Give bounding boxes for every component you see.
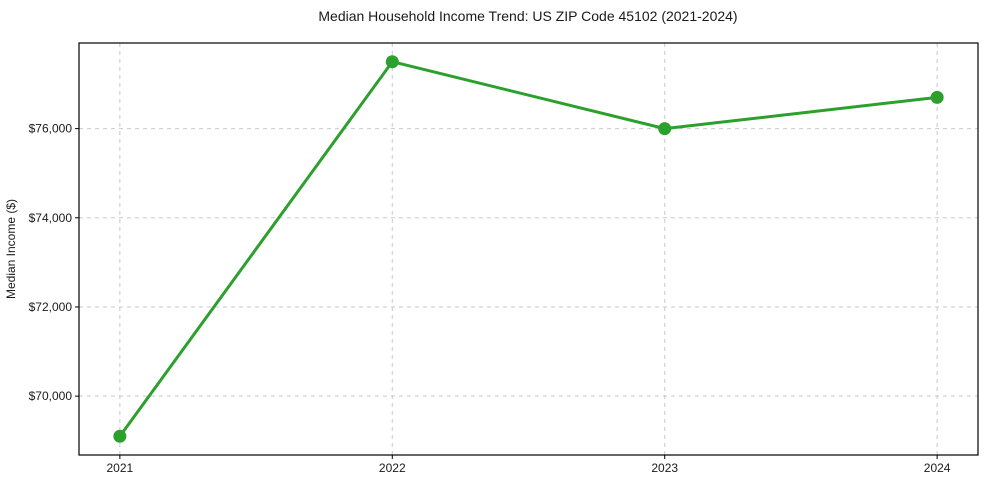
y-axis-label: Median Income ($) (4, 199, 18, 299)
data-point (930, 90, 944, 104)
x-tick-label: 2023 (651, 461, 678, 475)
data-point (113, 429, 127, 443)
trend-line (118, 60, 939, 438)
y-tick-label: $72,000 (29, 300, 73, 314)
data-point (658, 122, 672, 136)
y-tick-label: $76,000 (29, 122, 73, 136)
chart-title: Median Household Income Trend: US ZIP Co… (318, 8, 737, 24)
axes (75, 42, 979, 459)
x-tick-label: 2021 (107, 461, 134, 475)
x-tick-label: 2024 (924, 461, 951, 475)
plot-border (78, 42, 979, 456)
data-point (385, 55, 399, 69)
tick-labels: $70,000 $72,000 $74,000 $76,000 2021 2022 2023… (29, 122, 951, 475)
data-series (113, 55, 944, 443)
y-tick-label: $74,000 (29, 211, 73, 225)
y-tick-label: $70,000 (29, 389, 73, 403)
gridlines (79, 43, 978, 455)
x-tick-label: 2022 (379, 461, 406, 475)
